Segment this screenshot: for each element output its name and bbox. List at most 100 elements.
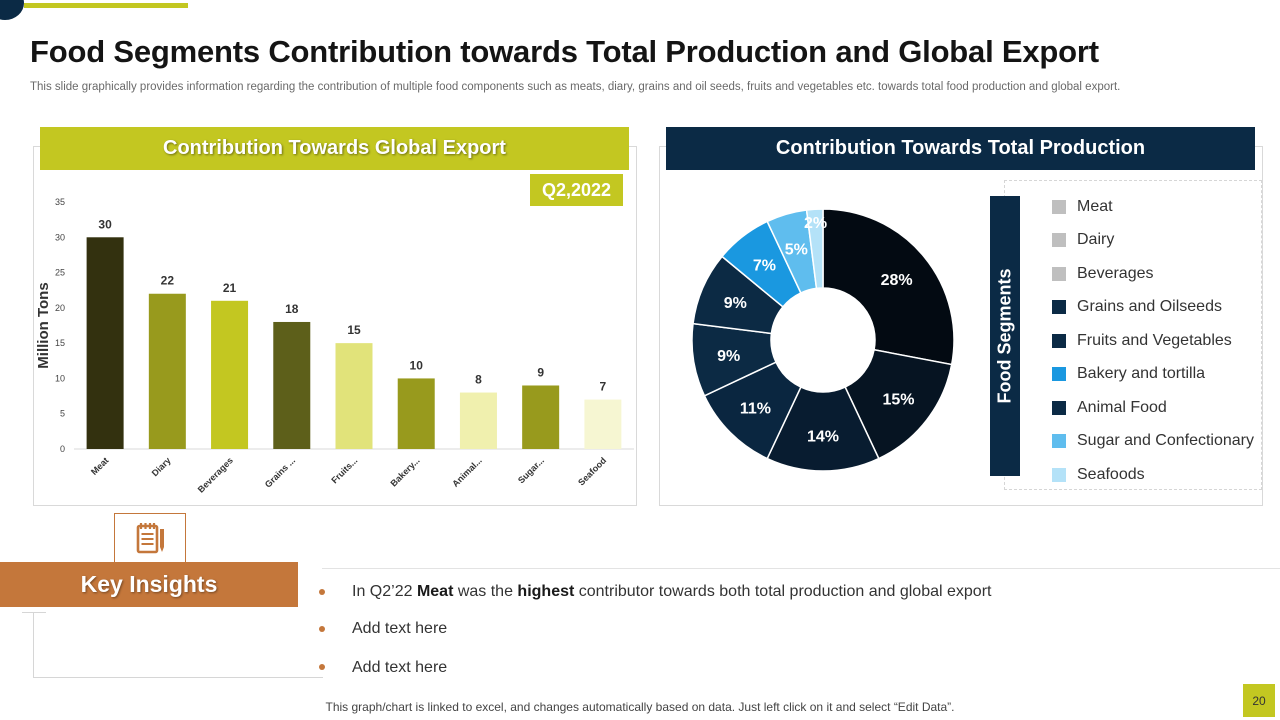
insight-bullet	[319, 589, 325, 595]
legend-title: Food Segments	[994, 268, 1015, 404]
x-tick-label: Fruits...	[329, 455, 359, 485]
bar-value-label: 7	[600, 380, 607, 394]
slice-label: 5%	[785, 241, 808, 258]
legend-swatch	[1052, 199, 1066, 214]
slice-label: 9%	[724, 295, 747, 312]
production-donut-chart[interactable]: 28% 15% 14% 11% 9% 9% 7% 5% 2%	[680, 200, 970, 490]
donut-slice	[766, 386, 880, 472]
notepad-icon	[136, 523, 164, 554]
y-tick-label: 25	[55, 268, 65, 278]
legend-swatch	[1052, 300, 1066, 315]
bar	[522, 385, 560, 449]
page-number: 20	[1243, 684, 1275, 717]
donut-slice	[822, 208, 955, 366]
legend-item: Bakery and tortilla	[1052, 358, 1254, 392]
bar	[148, 293, 186, 449]
bar	[211, 300, 249, 449]
insights-connector	[22, 612, 46, 613]
slide-subtitle: This slide graphically provides informat…	[30, 81, 1121, 93]
x-tick-label: Sugar...	[516, 455, 546, 485]
legend-label: Fruits and Vegetables	[1077, 331, 1232, 349]
legend-item: Grains and Oilseeds	[1052, 291, 1254, 325]
production-legend: Meat Dairy Beverages Grains and Oilseeds Fru…	[1052, 190, 1254, 492]
y-tick-label: 35	[55, 197, 65, 207]
y-tick-label: 15	[55, 338, 65, 348]
y-tick-label: 5	[60, 409, 65, 419]
legend-item: Fruits and Vegetables	[1052, 324, 1254, 358]
legend-label: Meat	[1077, 197, 1113, 215]
bar	[335, 343, 373, 449]
bar-value-label: 30	[98, 217, 112, 231]
bar-value-label: 18	[285, 302, 299, 316]
slice-label: 2%	[804, 215, 827, 232]
insight-bold: Meat	[416, 583, 454, 600]
insight-text: contributor towards both total productio…	[574, 583, 992, 600]
key-insights-title: Key Insights	[0, 562, 298, 607]
insight-bold: highest	[517, 583, 575, 600]
insight-text: was the	[453, 583, 518, 600]
x-tick-label: Diary	[150, 455, 173, 478]
insights-divider	[322, 568, 1280, 569]
legend-swatch	[1052, 333, 1066, 348]
legend-item: Sugar and Confectionary	[1052, 425, 1254, 459]
y-tick-label: 30	[55, 232, 65, 242]
production-chart-header: Contribution Towards Total Production	[666, 127, 1255, 170]
legend-label: Sugar and Confectionary	[1077, 432, 1254, 450]
notepad-icon-box	[114, 513, 186, 565]
insight-text: In Q2’22	[352, 583, 417, 600]
x-tick-label: Meat	[89, 455, 111, 477]
legend-title-bar: Food Segments	[990, 196, 1020, 476]
y-axis-title: Million Tons	[35, 282, 52, 368]
bar-value-label: 15	[347, 323, 361, 337]
slice-label: 15%	[882, 392, 914, 409]
bar-value-label: 21	[223, 281, 237, 295]
insight-item-2[interactable]: Add text here	[352, 620, 448, 637]
y-tick-label: 10	[55, 373, 65, 383]
bar	[86, 237, 124, 449]
legend-swatch	[1052, 434, 1066, 449]
legend-swatch	[1052, 400, 1066, 415]
y-tick-label: 20	[55, 303, 65, 313]
top-accent-bar	[24, 3, 188, 8]
insights-connector	[33, 612, 34, 677]
legend-swatch	[1052, 467, 1066, 482]
slice-label: 28%	[881, 272, 913, 289]
period-badge: Q2,2022	[530, 174, 623, 206]
x-tick-label: Seafood	[576, 455, 608, 487]
legend-label: Grains and Oilseeds	[1077, 298, 1222, 316]
bar-value-label: 8	[475, 373, 482, 387]
bar-value-label: 22	[161, 274, 175, 288]
export-chart-header: Contribution Towards Global Export	[40, 127, 629, 170]
slice-label: 14%	[807, 429, 839, 446]
legend-swatch	[1052, 233, 1066, 248]
bar-value-label: 9	[537, 365, 544, 379]
legend-label: Bakery and tortilla	[1077, 365, 1206, 383]
x-tick-label: Beverages	[196, 455, 235, 494]
bar	[273, 321, 311, 449]
legend-label: Dairy	[1077, 231, 1115, 249]
legend-swatch	[1052, 367, 1066, 382]
insight-item-1[interactable]: In Q2’22 Meat was the highest contributo…	[352, 583, 991, 601]
bar	[397, 378, 435, 449]
y-tick-label: 0	[60, 444, 65, 454]
slice-label: 9%	[717, 348, 740, 365]
legend-item: Dairy	[1052, 224, 1254, 258]
insight-bullet	[319, 626, 325, 632]
x-tick-label: Grains ...	[263, 455, 297, 489]
insight-item-3[interactable]: Add text here	[352, 659, 448, 676]
legend-label: Beverages	[1077, 264, 1154, 282]
donut-slice	[805, 208, 824, 290]
slice-label: 7%	[753, 258, 776, 275]
slide-title: Food Segments Contribution towards Total…	[30, 34, 1099, 69]
export-bar-chart[interactable]: 0 5 10 15 20 25 30 35 Million Tons 30 Meat 22 Diary 2…	[34, 190, 634, 500]
bar-value-label: 10	[410, 358, 424, 372]
legend-label: Animal Food	[1077, 398, 1167, 416]
bar	[459, 392, 497, 449]
footer-note: This graph/chart is linked to excel, and…	[325, 700, 955, 714]
bar	[584, 399, 622, 449]
insights-connector	[33, 677, 323, 678]
legend-swatch	[1052, 266, 1066, 281]
x-tick-label: Animal...	[450, 455, 484, 489]
corner-decoration	[0, 0, 24, 20]
legend-item: Seafoods	[1052, 458, 1254, 492]
